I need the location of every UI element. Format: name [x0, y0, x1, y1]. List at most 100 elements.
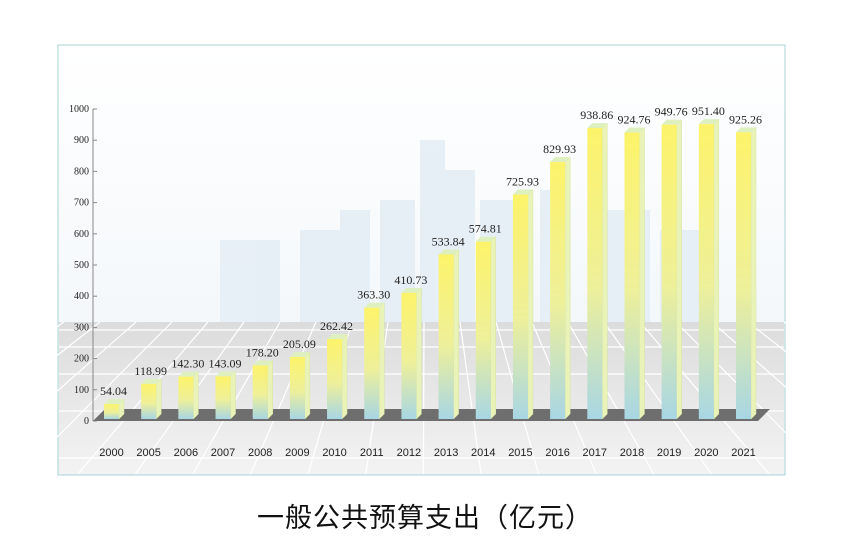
bar-top	[401, 287, 422, 293]
grid-line	[192, 321, 281, 475]
y-tick-label: 1000	[69, 104, 89, 115]
value-label: 924.76	[617, 112, 650, 126]
bar-side	[453, 248, 459, 420]
x-tick-label: 2000	[99, 447, 123, 459]
bar-top	[178, 371, 199, 377]
value-label: 142.30	[171, 357, 204, 371]
bar-2016: 829.93 2016	[543, 142, 576, 459]
y-tick-label: 900	[74, 135, 89, 146]
grid-line	[0, 321, 65, 368]
bar	[698, 124, 714, 419]
bar-2005: 118.99 2005	[134, 364, 167, 459]
bar-2020: 951.40 2020	[692, 104, 725, 459]
value-label: 949.76	[655, 105, 688, 119]
bar-2008: 178.20 2008	[246, 345, 279, 459]
grid-line	[0, 321, 137, 443]
bar-2011: 363.30 2011	[357, 288, 390, 459]
bar-top	[438, 249, 459, 255]
bar	[327, 339, 343, 419]
bar-top	[512, 189, 533, 195]
bar-2012: 410.73 2012	[394, 273, 427, 459]
x-tick-label: 2005	[136, 447, 160, 459]
grid-line	[603, 321, 712, 475]
y-tick-label: 100	[74, 385, 89, 396]
bar-top	[141, 378, 162, 384]
grid-line	[422, 321, 425, 475]
bar	[438, 254, 454, 419]
grid-line	[783, 321, 850, 370]
bar-top	[252, 360, 273, 366]
value-label: 143.09	[209, 356, 242, 370]
value-label: 118.99	[134, 364, 167, 378]
x-tick-label: 2021	[731, 447, 755, 459]
bar	[661, 124, 677, 420]
bar-2018: 924.76 2018	[617, 112, 650, 459]
bar-top	[475, 236, 496, 242]
bar-top	[327, 334, 348, 340]
bar-side	[155, 378, 162, 420]
value-label: 938.86	[580, 108, 613, 122]
value-label: 363.30	[357, 288, 390, 302]
bar	[736, 132, 751, 419]
bar-top	[624, 127, 645, 133]
bar-2006: 142.30 2006	[171, 357, 204, 459]
value-label: 829.93	[543, 142, 576, 156]
bar-side	[230, 370, 236, 420]
x-tick-label: 2011	[360, 447, 384, 459]
y-tick-label: 800	[74, 166, 89, 177]
bar-side	[639, 126, 645, 420]
bar	[550, 162, 566, 420]
value-label: 410.73	[394, 273, 427, 287]
y-tick-label: 700	[74, 198, 89, 209]
bar-top	[215, 371, 236, 377]
bar-2014: 574.81 2014	[469, 222, 502, 459]
bar-side	[378, 302, 385, 420]
bar-side	[490, 236, 497, 420]
x-tick-label: 2018	[620, 447, 644, 459]
bar-side	[193, 370, 199, 420]
bar-top	[698, 119, 719, 125]
grid-line	[567, 321, 655, 475]
value-label: 951.40	[692, 104, 725, 118]
bar-2015: 725.93 2015	[506, 175, 539, 459]
bar-side	[527, 188, 534, 420]
grid-line	[0, 321, 101, 401]
bar	[178, 376, 194, 419]
bar-2010: 262.42 2010	[320, 319, 353, 459]
y-tick-label: 600	[74, 229, 89, 240]
bar-top	[736, 127, 756, 133]
bar-2017: 938.86 2017	[580, 108, 613, 459]
y-tick-label: 200	[74, 354, 89, 365]
bar-side	[564, 156, 571, 420]
bar	[401, 292, 417, 419]
value-label: 725.93	[506, 175, 539, 189]
bar	[141, 383, 157, 419]
x-tick-label: 2007	[211, 447, 235, 459]
bar-top	[364, 302, 385, 308]
bar-side	[713, 118, 720, 420]
bar-top	[661, 119, 682, 125]
bar-side	[676, 119, 682, 420]
y-tick-label: 400	[74, 291, 89, 302]
value-label: 54.04	[100, 384, 127, 398]
value-label: 533.84	[432, 234, 465, 248]
bar-top	[587, 123, 608, 129]
bar-2007: 143.09 2007	[209, 356, 242, 459]
x-tick-label: 2019	[657, 447, 681, 459]
x-tick-label: 2012	[397, 447, 421, 459]
bar	[215, 376, 231, 419]
bar-side	[267, 359, 273, 420]
x-tick-label: 2010	[322, 447, 346, 459]
x-tick-label: 2008	[248, 447, 272, 459]
chart-title: 一般公共预算支出（亿元）	[257, 503, 593, 534]
bar-side	[416, 287, 422, 420]
value-label: 262.42	[320, 319, 353, 333]
x-tick-label: 2016	[545, 447, 569, 459]
bar	[289, 357, 305, 419]
bar-side	[304, 351, 311, 420]
x-tick-label: 2009	[285, 447, 309, 459]
y-tick-label: 300	[74, 322, 89, 333]
y-tick-label: 500	[74, 260, 89, 271]
x-tick-label: 2013	[434, 447, 458, 459]
bar	[364, 307, 380, 419]
